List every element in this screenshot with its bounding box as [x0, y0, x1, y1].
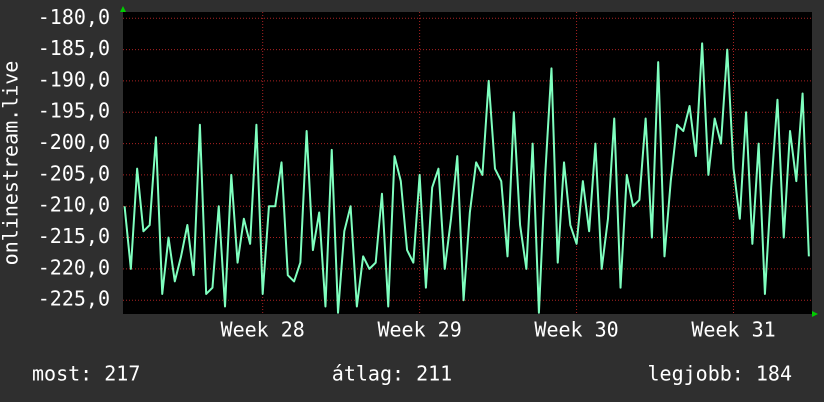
y-tick-label: -215,0 [38, 224, 110, 248]
y-tick-label: -200,0 [38, 130, 110, 154]
y-tick-label: -195,0 [38, 99, 110, 123]
footer-average: átlag: 211 [332, 362, 452, 386]
footer-current: most: 217 [32, 362, 140, 386]
x-tick-label: Week 29 [377, 318, 461, 342]
plot-area [123, 12, 812, 314]
x-tick-label: Week 30 [534, 318, 618, 342]
y-axis-label: onlinestream.live [0, 61, 23, 266]
y-tick-label: -225,0 [38, 287, 110, 311]
x-tick-label: Week 28 [221, 318, 305, 342]
x-tick-label: Week 31 [691, 318, 775, 342]
axis-arrow [120, 6, 126, 12]
y-tick-label: -210,0 [38, 193, 110, 217]
axis-arrow [812, 311, 818, 317]
y-tick-label: -180,0 [38, 5, 110, 29]
y-tick-label: -190,0 [38, 67, 110, 91]
footer-best: legjobb: 184 [648, 362, 793, 386]
data-line [123, 42, 810, 314]
y-tick-label: -205,0 [38, 161, 110, 185]
y-tick-label: -220,0 [38, 255, 110, 279]
y-tick-label: -185,0 [38, 36, 110, 60]
